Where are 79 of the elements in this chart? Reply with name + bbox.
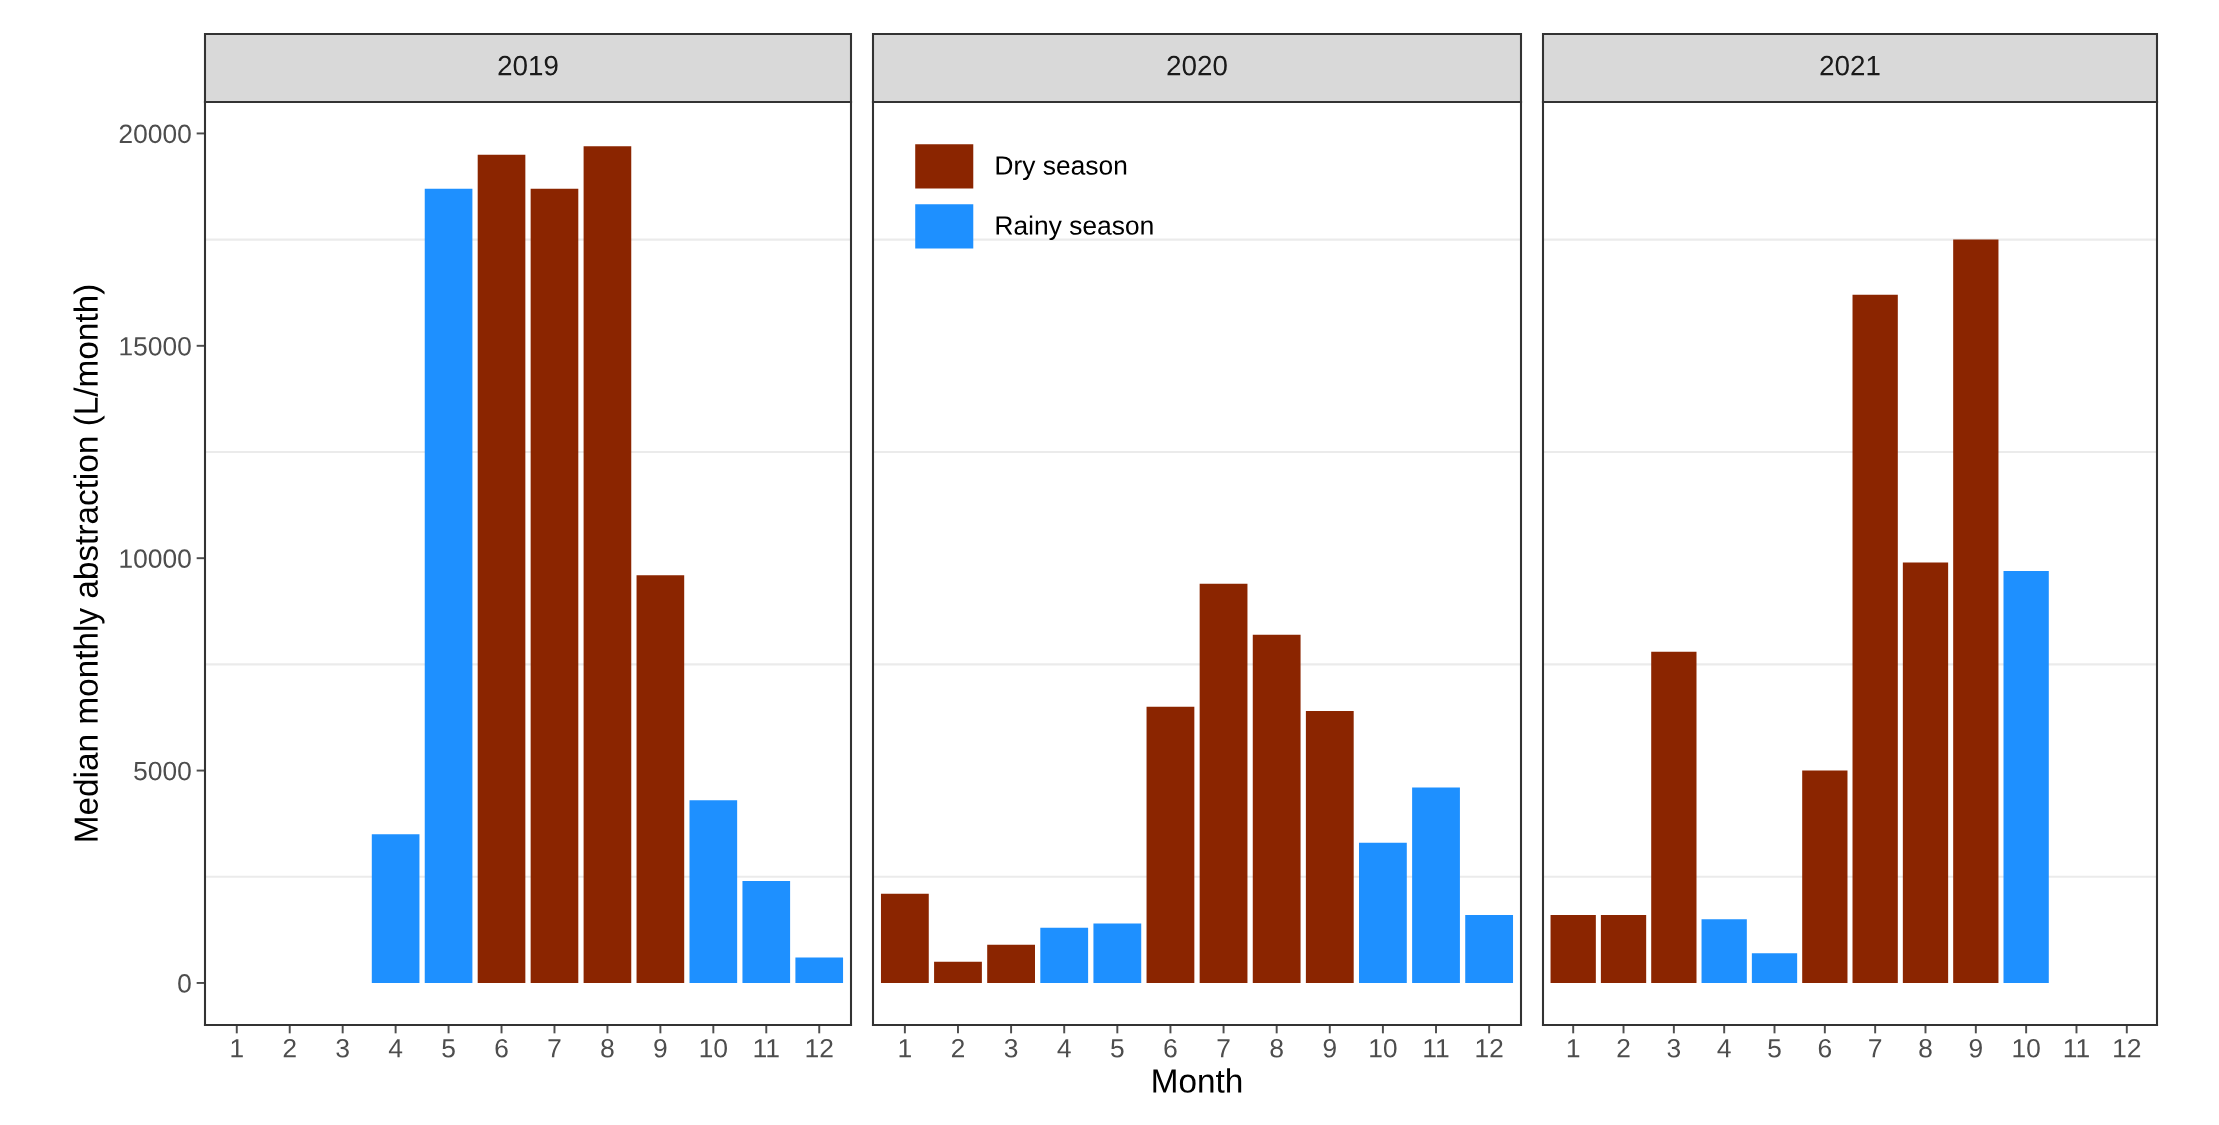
x-tick-label: 4 (1057, 1039, 1071, 1058)
x-tick-label: 4 (1717, 1039, 1731, 1058)
bar (1550, 914, 1596, 983)
bar (1146, 706, 1195, 983)
x-tick-label: 1 (1567, 1039, 1580, 1058)
bar (1040, 927, 1089, 983)
x-tick-label: 2 (951, 1038, 964, 1058)
bar (1651, 651, 1697, 983)
x-tick-label: 10 (1370, 1038, 1397, 1058)
bar (636, 575, 685, 983)
chart-title: 2020 (1167, 55, 1227, 76)
bar (583, 146, 632, 983)
bar (1465, 914, 1514, 983)
chart-title: 2019 (498, 55, 558, 76)
bar (987, 944, 1035, 983)
x-tick-label: 6 (495, 1038, 508, 1058)
x-tick-label: 12 (806, 1038, 833, 1058)
bar (689, 800, 738, 983)
x-tick-label: 3 (336, 1038, 349, 1058)
legend-label: Rainy season (996, 215, 1153, 241)
legend-label: Dry season (996, 156, 1127, 181)
bar (1252, 634, 1301, 983)
bar (424, 188, 473, 983)
x-tick-label: 3 (1667, 1038, 1681, 1058)
x-tick-label: 10 (2013, 1038, 2040, 1058)
x-tick-label: 10 (700, 1038, 727, 1058)
bar (880, 893, 929, 983)
x-tick-label: 8 (601, 1038, 614, 1058)
x-tick-label: 11 (754, 1039, 779, 1058)
x-tick-label: 3 (1004, 1038, 1018, 1058)
x-tick-label: 7 (1869, 1039, 1882, 1058)
bar (1751, 953, 1798, 983)
bar (1802, 770, 1848, 983)
bar (1093, 923, 1142, 983)
bar (1902, 562, 1949, 983)
bar (742, 881, 791, 983)
y-tick-label: 20000 (119, 124, 191, 144)
y-tick-label: 0 (178, 974, 191, 993)
y-tick-label: 5000 (134, 761, 191, 781)
x-tick-label: 1 (231, 1039, 243, 1058)
x-tick-label: 6 (1164, 1038, 1177, 1058)
x-tick-label: 7 (1217, 1039, 1230, 1058)
x-tick-label: 9 (1969, 1038, 1982, 1058)
x-tick-label: 5 (1768, 1039, 1781, 1058)
bar (477, 154, 526, 983)
bar (1199, 583, 1248, 983)
y-tick-label: 15000 (120, 336, 191, 356)
x-tick-label: 12 (1476, 1038, 1503, 1058)
bar (1852, 294, 1898, 983)
x-tick-label: 2 (1617, 1038, 1630, 1058)
x-tick-label: 2 (283, 1038, 296, 1058)
x-tick-label: 5 (442, 1039, 455, 1058)
chart-title: 2021 (1820, 55, 1880, 76)
bar (1701, 919, 1747, 983)
x-tick-label: 6 (1818, 1038, 1832, 1058)
bar (371, 834, 420, 983)
x-tick-label: 12 (2114, 1038, 2141, 1058)
x-tick-label: 8 (1919, 1038, 1932, 1058)
x-tick-label: 5 (1111, 1039, 1124, 1058)
bar (1305, 711, 1354, 983)
bar (2003, 570, 2049, 983)
x-tick-label: 8 (1270, 1038, 1283, 1058)
x-tick-label: 9 (654, 1038, 667, 1058)
bar (934, 961, 982, 983)
y-tick-label: 10000 (120, 549, 191, 569)
x-tick-label: 4 (388, 1039, 403, 1058)
x-tick-label: 11 (1424, 1039, 1449, 1058)
bar (1412, 787, 1460, 983)
bar (1359, 842, 1407, 983)
x-axis-title: Month (1153, 1068, 1242, 1093)
x-tick-label: 7 (548, 1039, 561, 1058)
bar (1953, 239, 1999, 983)
bar (530, 188, 579, 983)
y-axis-title: Median monthly abstraction (L/month) (73, 285, 105, 841)
bar (795, 957, 844, 983)
x-tick-label: 1 (899, 1039, 911, 1058)
x-tick-label: 11 (2064, 1039, 2089, 1058)
bar (1600, 914, 1647, 983)
x-tick-label: 9 (1323, 1038, 1336, 1058)
